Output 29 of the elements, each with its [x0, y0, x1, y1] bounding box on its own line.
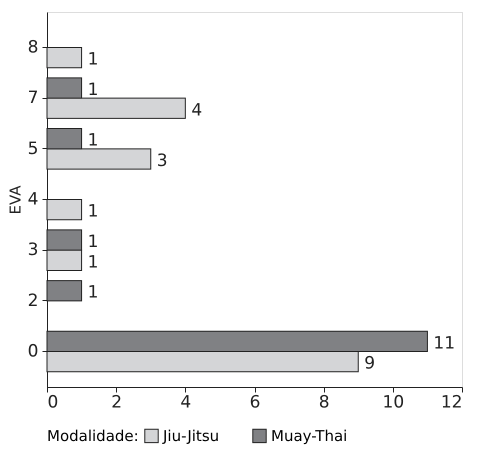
- y-tick-label: 3: [28, 240, 38, 260]
- data-label: 1: [88, 282, 98, 303]
- data-label: 1: [88, 80, 98, 100]
- data-label: 11: [433, 333, 456, 354]
- y-tick-label: 5: [28, 138, 38, 159]
- data-label: 1: [88, 202, 98, 222]
- data-label: 4: [191, 100, 202, 120]
- y-tick-label: 0: [28, 342, 38, 362]
- x-tick-label: 4: [180, 392, 192, 412]
- data-label: 1: [88, 252, 98, 272]
- x-tick-label: 6: [250, 392, 260, 412]
- y-axis-title: EVA: [6, 184, 25, 215]
- x-tick-label: 2: [111, 392, 122, 412]
- data-label: 1: [88, 130, 98, 151]
- y-tick-label: 7: [28, 88, 38, 108]
- x-tick-label: 10: [382, 392, 404, 412]
- data-label: 3: [156, 150, 168, 171]
- data-label: 9: [364, 354, 376, 374]
- y-tick-label: 2: [28, 290, 38, 311]
- data-label: 1: [88, 50, 98, 70]
- legend-title: Modalidade:: [47, 427, 139, 445]
- y-tick-label: 8: [28, 37, 38, 58]
- data-label: 1: [88, 232, 98, 252]
- x-tick-label: 12: [440, 392, 462, 412]
- y-tick-label: 4: [28, 190, 38, 210]
- legend-label: Muay-Thai: [271, 426, 348, 445]
- x-tick-label: 0: [48, 392, 58, 412]
- x-tick-label: 8: [318, 392, 330, 412]
- legend-label: Jiu-Jitsu: [162, 426, 220, 445]
